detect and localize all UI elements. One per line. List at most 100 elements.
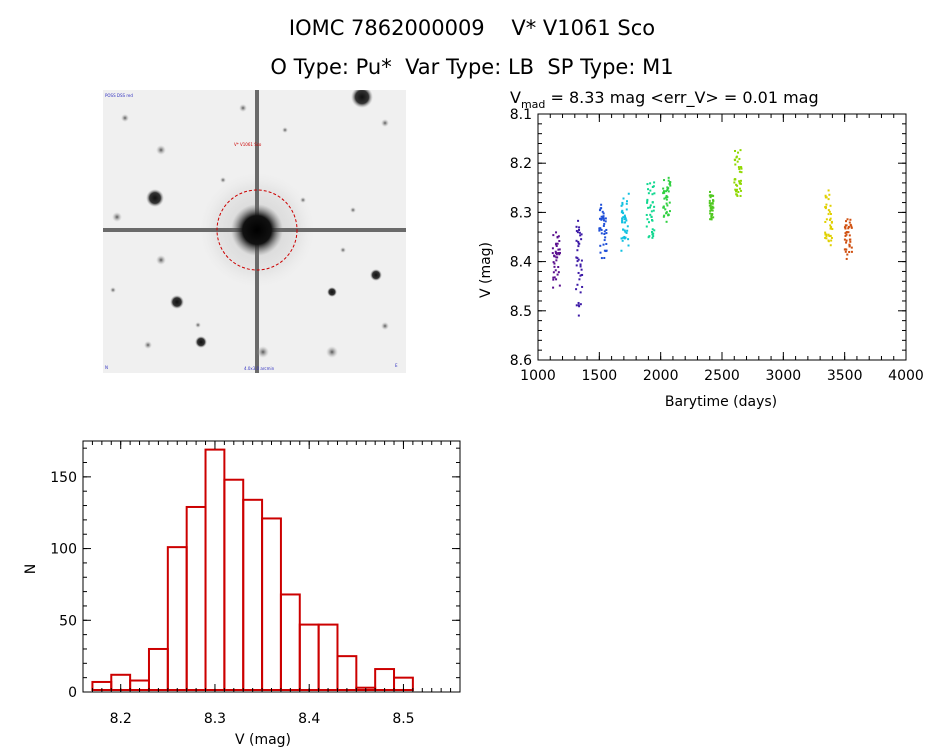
data-point [604,217,607,220]
x-axis-label: V (mag) [235,732,291,747]
data-point [849,218,852,221]
data-point [824,220,827,223]
x-tick-label: 2500 [704,368,740,384]
sky-image-panel: POSS DSS red V* V1061 Sco N 4.0x3.0 arcm… [103,86,415,373]
data-point [850,225,853,228]
data-point [578,226,581,229]
y-tick-label: 8.2 [510,156,532,172]
data-point [551,247,554,250]
data-point [711,205,714,208]
data-point [577,271,580,274]
data-point [598,227,601,230]
x-axis-label: Barytime (days) [665,394,777,410]
data-point [828,210,831,213]
data-point [844,234,847,237]
data-point [600,215,603,218]
data-point [663,190,666,193]
data-point [845,239,848,242]
faint-star [112,212,122,222]
histogram-bar [279,593,301,691]
data-point [578,278,581,281]
data-point [824,194,827,197]
chart-title-line2: O Type: Pu* Var Type: LB SP Type: M1 [270,55,674,79]
x-tick-label: 8.5 [392,711,414,727]
data-point [665,211,668,214]
data-point [827,209,830,212]
stamp-label-bottom-center: 4.0x3.0 arcmin [244,366,275,371]
faint-star [257,346,269,358]
x-tick-label: 3000 [766,368,802,384]
data-point [624,236,627,239]
data-point [829,212,832,215]
data-point [652,235,655,238]
histogram-bar [185,505,207,691]
data-point [552,286,555,289]
data-point [666,189,669,192]
data-point [653,181,656,184]
data-point [625,231,628,234]
data-point [580,274,583,277]
data-point [556,256,559,259]
data-point [710,215,713,218]
data-point [602,217,605,220]
data-point [647,236,650,239]
data-point [708,199,711,202]
data-point [621,203,624,206]
data-point [651,193,654,196]
data-point [847,227,850,230]
data-point [843,248,846,251]
data-point [665,194,668,197]
data-point [627,192,630,195]
data-point [604,236,607,239]
data-point [709,212,712,215]
data-point [827,189,830,192]
y-tick-label: 100 [50,542,77,558]
chart-title-line1: IOMC 7862000009 V* V1061 Sco [288,16,656,40]
data-point [554,250,557,253]
faint-star [239,104,247,112]
x-tick-label: 1000 [520,368,556,384]
data-point [555,242,558,245]
data-point [645,225,648,228]
data-point [829,244,832,247]
data-point [651,230,654,233]
data-point [651,236,654,239]
data-point [625,219,628,222]
data-point [575,229,578,232]
data-point [662,206,665,209]
data-point [651,228,654,231]
data-point [708,204,711,207]
histogram-bar [242,498,264,692]
data-point [575,264,578,267]
data-point [850,226,853,229]
faint-star [121,114,129,122]
x-tick-label: 8.4 [298,711,320,727]
data-point [575,225,578,228]
data-point [734,178,737,181]
light-curve-title-prefix: V [510,88,521,107]
data-point [575,256,578,259]
data-point [575,288,578,291]
data-point [598,209,601,212]
data-point [708,202,711,205]
data-point [621,201,624,204]
data-point [577,301,580,304]
data-point [649,204,652,207]
data-point [598,229,601,232]
data-point [845,233,848,236]
data-point [825,234,828,237]
data-point [829,234,832,237]
data-point [736,160,739,163]
data-point [554,269,557,272]
data-point [623,221,626,224]
data-point [844,227,847,230]
data-point [827,239,830,242]
data-point [830,236,833,239]
y-tick-label: 8.5 [510,304,532,320]
data-point [577,219,580,222]
data-point [667,179,670,182]
data-point [603,232,606,235]
data-point [709,190,712,193]
data-point [845,224,848,227]
histogram-bar [261,517,282,691]
